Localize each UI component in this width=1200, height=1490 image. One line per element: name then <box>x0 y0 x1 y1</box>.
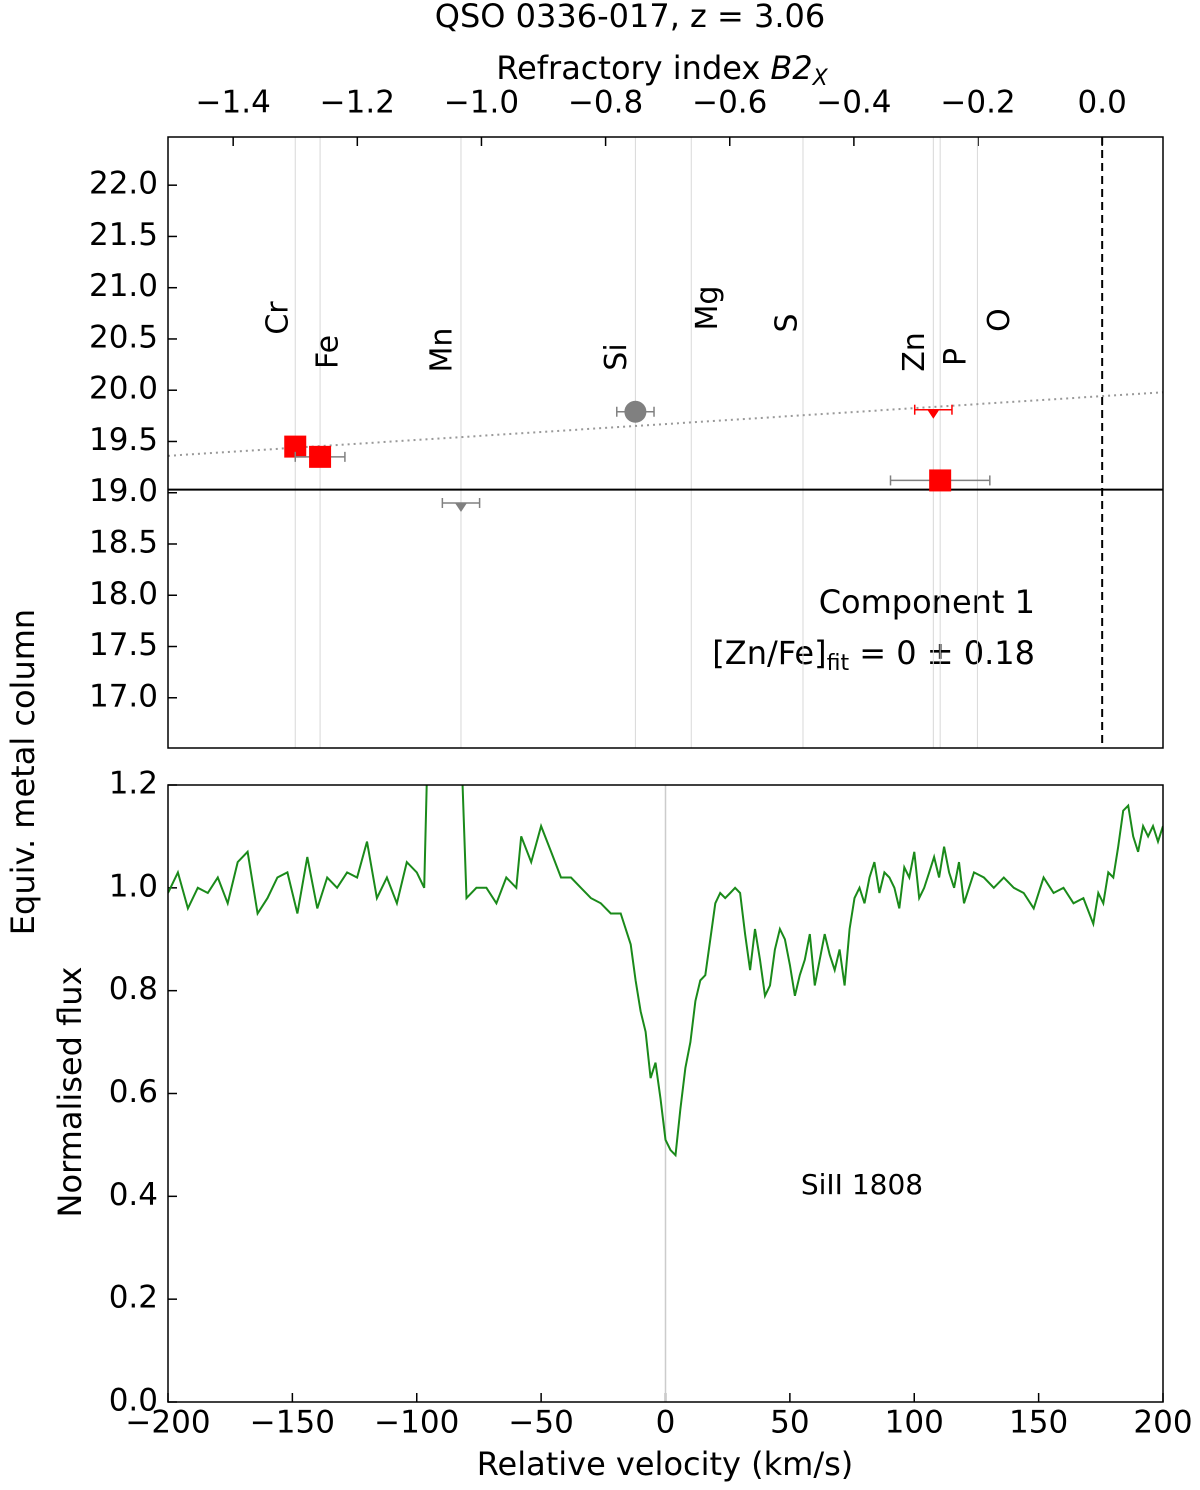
y-tick-label: 22.0 <box>89 166 158 202</box>
y-axis-label: Equiv. metal column <box>4 609 42 935</box>
data-point <box>624 400 647 423</box>
x-tick-label: 200 <box>1133 1405 1192 1441</box>
ratio-rest: = 0 ± 0.18 <box>849 634 1035 672</box>
data-point <box>309 445 332 468</box>
y-axis-label: Normalised flux <box>51 967 89 1218</box>
element-label: Mg <box>690 286 725 331</box>
x-tick-label: −0.6 <box>692 85 767 121</box>
element-label: Zn <box>897 332 932 372</box>
element-label: Si <box>599 343 634 370</box>
element-label: Fe <box>311 335 346 369</box>
y-tick-label: 1.2 <box>109 766 158 802</box>
element-label: Mn <box>424 328 459 373</box>
y-tick-label: 0.2 <box>109 1280 158 1316</box>
element-label: S <box>769 313 804 332</box>
y-tick-label: 0.8 <box>109 971 158 1007</box>
upper-limit <box>454 502 467 512</box>
x-tick-label: −0.4 <box>816 85 891 121</box>
data-point <box>929 469 952 492</box>
plot-frame <box>167 784 1164 1403</box>
x-tick-label: 0 <box>656 1405 676 1441</box>
y-tick-label: 21.5 <box>89 217 158 253</box>
x-tick-label: 100 <box>885 1405 944 1441</box>
x-tick-label: −1.2 <box>320 85 395 121</box>
label-symbol: B2 <box>770 49 812 87</box>
y-tick-label: 18.0 <box>89 576 158 612</box>
y-tick-label: 20.5 <box>89 319 158 355</box>
x-axis-label: Refractory index B2X <box>496 49 828 91</box>
ratio-main: [Zn/Fe] <box>712 634 826 672</box>
element-label: P <box>939 348 974 366</box>
y-tick-label: 18.5 <box>89 524 158 560</box>
upper-limit <box>927 409 940 419</box>
x-tick-label: −150 <box>250 1405 335 1441</box>
y-tick-label: 0.4 <box>109 1177 158 1213</box>
ratio-sub: fit <box>827 651 850 676</box>
y-tick-label: 21.0 <box>89 268 158 304</box>
x-tick-label: 0.0 <box>1078 85 1127 121</box>
x-axis-label: Relative velocity (km/s) <box>477 1445 854 1483</box>
y-tick-label: 20.0 <box>89 371 158 407</box>
data-point <box>284 435 307 458</box>
element-label: Cr <box>261 301 296 335</box>
y-tick-label: 19.0 <box>89 473 158 509</box>
y-tick-label: 17.0 <box>89 678 158 714</box>
x-tick-label: −0.8 <box>568 85 643 121</box>
x-tick-label: −50 <box>508 1405 573 1441</box>
x-tick-label: 150 <box>1009 1405 1068 1441</box>
y-tick-label: 0.6 <box>109 1074 158 1110</box>
y-tick-label: 0.0 <box>109 1383 158 1419</box>
flux-line <box>168 785 1163 1158</box>
plot-frame <box>167 136 1164 749</box>
x-tick-label: −1.0 <box>444 85 519 121</box>
annotation: Component 1 <box>819 583 1035 621</box>
ratio-annotation: [Zn/Fe]fit = 0 ± 0.18 <box>712 634 1035 676</box>
x-tick-label: −0.2 <box>940 85 1015 121</box>
y-tick-label: 17.5 <box>89 627 158 663</box>
label-text: Refractory index <box>496 49 760 87</box>
x-tick-label: −200 <box>125 1405 210 1441</box>
x-tick-label: −1.4 <box>196 85 271 121</box>
y-tick-label: 1.0 <box>109 868 158 904</box>
x-tick-label: −100 <box>374 1405 459 1441</box>
y-tick-label: 19.5 <box>89 422 158 458</box>
annotation: SiII 1808 <box>801 1168 923 1201</box>
label-subscript: X <box>812 66 829 91</box>
chart-title: QSO 0336-017, z = 3.06 <box>435 0 825 35</box>
x-tick-label: 50 <box>770 1405 809 1441</box>
element-label: O <box>982 308 1017 332</box>
fit-line <box>167 391 1164 457</box>
